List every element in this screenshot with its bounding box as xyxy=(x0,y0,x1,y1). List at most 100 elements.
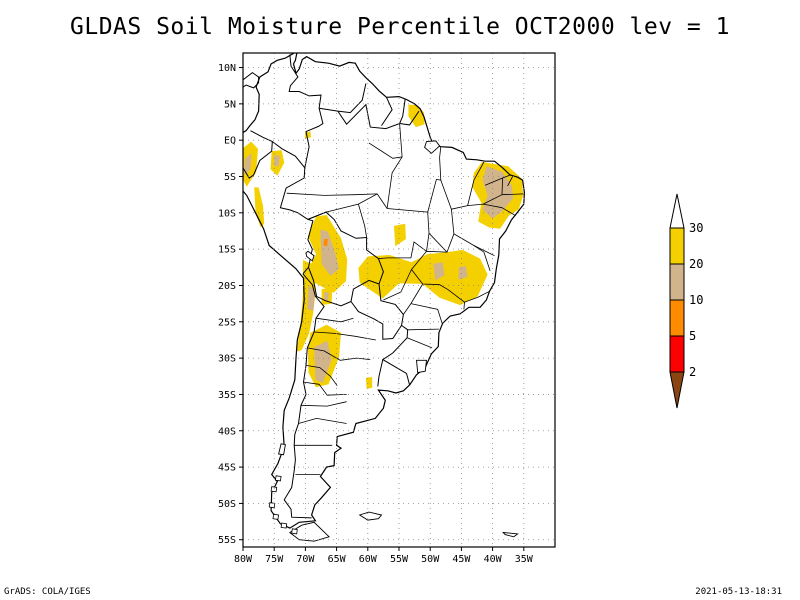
shade-peru-coast xyxy=(254,187,265,228)
colorbar-label: 10 xyxy=(689,293,703,307)
colorbar-segment xyxy=(669,263,685,301)
lon-tick-label: 75W xyxy=(265,554,284,565)
state-border xyxy=(403,283,424,315)
state-border xyxy=(386,156,403,209)
state-border xyxy=(428,179,455,253)
lat-tick-label: 20S xyxy=(218,281,236,292)
province-border xyxy=(314,331,376,341)
shade-puna-dry xyxy=(324,292,330,302)
state-border xyxy=(383,269,412,301)
shade-mato-grosso xyxy=(394,223,406,247)
fjord-island xyxy=(280,522,288,529)
colorbar-segment xyxy=(669,335,685,373)
lat-tick-label: 30S xyxy=(218,354,236,365)
colorbar-bottom-triangle xyxy=(669,371,685,409)
country-border xyxy=(399,98,406,124)
shade-central-argentina-dry xyxy=(314,340,332,383)
colorbar-label: 2 xyxy=(689,365,696,379)
state-border xyxy=(286,192,378,196)
south-america-coastline xyxy=(243,53,526,529)
country-border xyxy=(319,83,367,114)
lat-tick-label: EQ xyxy=(224,136,236,147)
shade-peru-north-dry xyxy=(274,154,280,167)
state-border xyxy=(406,337,433,349)
province-border xyxy=(305,365,338,386)
lon-tick-label: 80W xyxy=(234,554,253,565)
shade-ecuador-dry xyxy=(244,153,252,175)
colorbar-top-triangle xyxy=(669,193,685,229)
country-border xyxy=(307,211,384,307)
shade-entre-rios xyxy=(365,377,373,389)
state-border xyxy=(467,161,485,206)
country-border xyxy=(377,359,384,387)
lon-tick-label: 40W xyxy=(484,554,503,565)
country-border xyxy=(337,103,420,130)
province-border xyxy=(298,417,347,424)
province-border xyxy=(315,317,354,323)
colorbar-label: 30 xyxy=(689,221,703,235)
state-border xyxy=(451,203,503,210)
state-border xyxy=(378,241,427,259)
lat-tick-label: 5S xyxy=(224,172,236,183)
map-frame xyxy=(242,52,556,548)
lon-tick-label: 50W xyxy=(421,554,440,565)
tierra-del-fuego xyxy=(289,521,330,542)
shade-andes-north-dry xyxy=(307,284,315,311)
country-border xyxy=(288,54,324,168)
lat-tick-label: 10N xyxy=(218,63,236,74)
province-border xyxy=(303,381,347,396)
lat-tick-label: 5N xyxy=(224,99,236,110)
marajo-island xyxy=(424,140,441,154)
lon-tick-label: 35W xyxy=(515,554,534,565)
state-border xyxy=(358,203,367,238)
lake-titicaca xyxy=(305,250,315,262)
state-border xyxy=(507,176,513,187)
state-border xyxy=(483,194,503,205)
country-border xyxy=(350,283,404,340)
country-border xyxy=(381,324,411,386)
state-border xyxy=(307,193,430,252)
lon-tick-label: 65W xyxy=(328,554,347,565)
lon-tick-label: 70W xyxy=(296,554,315,565)
fjord-island xyxy=(274,475,282,482)
lat-tick-label: 55S xyxy=(218,535,236,546)
lat-tick-label: 25S xyxy=(218,317,236,328)
state-border xyxy=(501,207,516,217)
fjord-island xyxy=(270,486,278,493)
state-border xyxy=(410,303,443,324)
lagoa-dos-patos xyxy=(416,359,428,374)
colorbar-segment xyxy=(669,299,685,337)
map-title: GLDAS Soil Moisture Percentile OCT2000 l… xyxy=(70,14,730,40)
falkland-islands xyxy=(358,511,383,521)
colorbar-segment xyxy=(669,227,685,265)
state-border xyxy=(463,302,465,310)
lon-tick-label: 55W xyxy=(390,554,409,565)
lat-tick-label: 40S xyxy=(218,426,236,437)
state-border xyxy=(473,245,491,272)
footer-timestamp: 2021-05-13-18:31 xyxy=(695,587,782,597)
lat-tick-label: 50S xyxy=(218,499,236,510)
shade-minas-dry xyxy=(458,265,468,280)
lat-tick-label: 10S xyxy=(218,208,236,219)
shade-bolivia-low xyxy=(323,239,328,247)
lat-tick-label: 35S xyxy=(218,390,236,401)
footer-credit: GrADS: COLA/IGES xyxy=(4,587,91,597)
state-border xyxy=(407,328,439,331)
shade-central-brazil xyxy=(358,249,488,306)
lon-tick-label: 60W xyxy=(359,554,378,565)
state-border xyxy=(410,250,490,303)
country-border xyxy=(243,130,273,179)
fjord-island xyxy=(291,528,298,535)
country-border xyxy=(272,141,314,275)
colorbar-label: 5 xyxy=(689,329,696,343)
lat-tick-label: 45S xyxy=(218,463,236,474)
colorbar-label: 20 xyxy=(689,257,703,271)
chiloe-island xyxy=(278,443,286,456)
state-border xyxy=(368,123,403,159)
south-georgia xyxy=(502,531,519,538)
province-border xyxy=(300,401,347,407)
state-border xyxy=(427,146,442,213)
province-border xyxy=(307,347,371,361)
lat-tick-label: 15S xyxy=(218,245,236,256)
